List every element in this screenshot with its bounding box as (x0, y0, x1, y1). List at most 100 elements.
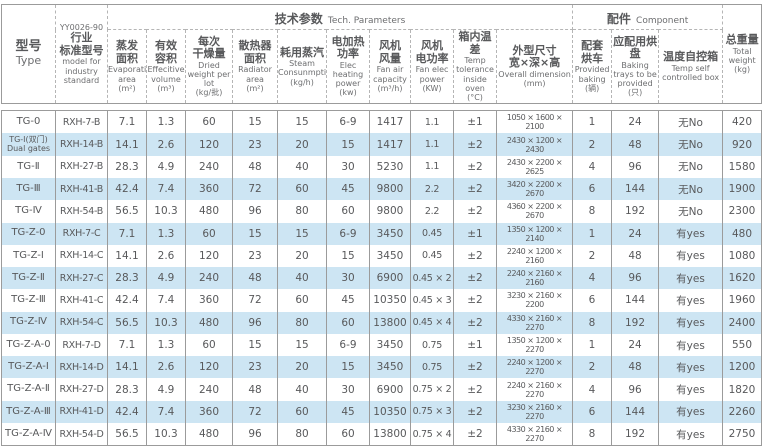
effective-volume-zh: 有效 容积 (155, 39, 177, 65)
cell-fan-air: 6900 (369, 267, 411, 290)
cell-fan-power: 0.45 × 3 (410, 289, 454, 312)
cell-radiator-area: 72 (232, 178, 278, 201)
evaporative-area-zh: 蒸发 面积 (116, 39, 138, 65)
cell-baking-trays: 96 (611, 267, 659, 290)
cell-type: TG-Z-A-0 (1, 333, 56, 357)
cell-fan-air: 3450 (369, 356, 411, 379)
cell-temp-box: 有yes (658, 422, 723, 446)
elec-heating-power-unit: (kw) (339, 88, 357, 98)
fan-air-capacity-en: Fan air capacity (373, 65, 407, 84)
col-header-radiator-area: 散热器 面积 Radiator area (m²) (232, 28, 278, 105)
cell-heating-power: 15 (326, 244, 370, 268)
cell-temp-tolerance: ±2 (453, 267, 497, 290)
cell-baking-trays: 192 (611, 422, 659, 446)
cell-temp-box: 有yes (658, 244, 723, 268)
cell-type: TG-Z-A-Ⅳ (1, 422, 56, 446)
fan-air-capacity-zh: 风机 风量 (379, 39, 401, 65)
evaporative-area-unit: (m²) (118, 83, 136, 93)
cell-dimension: 2240 × 2160 × 2160 (496, 267, 573, 290)
cell-fan-power: 0.75 (410, 356, 454, 379)
cell-weight: 1620 (722, 267, 762, 290)
cell-temp-tolerance: ±2 (453, 422, 497, 446)
cell-fan-power: 1.1 (410, 133, 454, 156)
cell-model: RXH-27-C (55, 267, 108, 290)
cell-radiator-area: 96 (232, 200, 278, 223)
col-header-industry-model: YY0026-90 行业 标准型号 model for industry sta… (55, 3, 108, 105)
standard-code: YY0026-90 (59, 23, 104, 33)
col-header-baking-trays: 应配用烘盘 Baking trays to be provided (只) (611, 28, 660, 105)
cell-temp-tolerance: ±2 (453, 400, 497, 423)
cell-weight: 420 (722, 110, 762, 134)
cell-fan-air: 1417 (369, 133, 411, 156)
dried-weight-per-lot-en: Dried weight per lot (187, 60, 231, 89)
cell-weight: 2400 (722, 311, 762, 334)
cell-model: RXH-7-B (55, 110, 108, 134)
cell-volume: 10.3 (146, 311, 186, 334)
cell-dimension: 1050 × 1600 × 2100 (496, 110, 573, 134)
cell-radiator-area: 15 (232, 333, 278, 357)
table-row: TG-Z-A-0 RXH-7-D 7.1 1.3 60 15 15 6-9 3450 0.75 ±1… (1, 333, 762, 357)
cell-dried-weight: 240 (185, 378, 233, 401)
cell-temp-box: 无No (658, 178, 723, 201)
cell-volume: 1.3 (146, 110, 186, 134)
cell-baking-trays: 144 (611, 178, 659, 201)
cell-steam: 80 (277, 422, 327, 446)
cell-fan-power: 0.75 × 4 (410, 422, 454, 446)
cell-type: TG-Z-A-Ⅱ (1, 378, 56, 401)
cell-evap-area: 14.1 (107, 133, 147, 156)
cell-fan-power: 0.45 (410, 222, 454, 245)
cell-temp-box: 有yes (658, 333, 723, 357)
evaporative-area-en: Evaporative area (108, 65, 147, 84)
cell-weight: 920 (722, 133, 762, 156)
cell-weight: 2300 (722, 200, 762, 223)
cell-type: TG-Ⅲ (1, 178, 56, 201)
col-header-temp-tolerance: 箱内温差 Temp tolerance inside oven (°C) (453, 28, 497, 105)
cell-evap-area: 7.1 (107, 222, 147, 245)
cell-fan-air: 9800 (369, 178, 411, 201)
tech-group-en: Tech. Parameters (327, 15, 406, 26)
cell-fan-air: 6900 (369, 378, 411, 401)
cell-weight: 1200 (722, 356, 762, 379)
component-group-zh: 配件 (606, 11, 631, 26)
cell-temp-box: 有yes (658, 356, 723, 379)
cell-fan-power: 0.75 × 3 (410, 400, 454, 423)
table-row: TG-Z-Ⅳ RXH-54-C 56.5 10.3 480 96 80 60 13800 0.45… (1, 311, 762, 334)
cell-dimension: 2430 × 1200 × 2430 (496, 133, 573, 156)
overall-dimension-unit: (mm) (523, 79, 546, 89)
overall-dimension-en: Overall dimension (498, 70, 571, 80)
cell-temp-box: 有yes (658, 289, 723, 312)
provided-baking-cars-en: Provided baking (574, 65, 610, 84)
cell-type: TG-Ⅱ (1, 155, 56, 179)
temp-tolerance-zh: 箱内温差 (458, 30, 492, 56)
cell-type: TG-Z-0 (1, 222, 56, 245)
cell-dimension: 2430 × 2200 × 2625 (496, 155, 573, 179)
cell-steam: 40 (277, 155, 327, 179)
temp-tolerance-unit: (°C) (467, 93, 483, 103)
cell-fan-power: 0.75 (410, 333, 454, 357)
cell-radiator-area: 15 (232, 110, 278, 134)
cell-fan-air: 10350 (369, 400, 411, 423)
cell-radiator-area: 48 (232, 155, 278, 179)
cell-temp-box: 无No (658, 155, 723, 179)
table-row: TG-Z-A-Ⅱ RXH-27-D 28.3 4.9 240 48 40 30 6900 0.75… (1, 378, 762, 401)
cell-steam: 20 (277, 356, 327, 379)
cell-evap-area: 28.3 (107, 155, 147, 179)
cell-steam: 60 (277, 400, 327, 423)
cell-temp-box: 无No (658, 133, 723, 156)
cell-baking-cars: 1 (572, 222, 612, 245)
cell-temp-tolerance: ±2 (453, 378, 497, 401)
cell-dimension: 1350 × 1200 × 2270 (496, 333, 573, 357)
table-row: TG-Z-0 RXH-7-C 7.1 1.3 60 15 15 6-9 3450 0.45 ±1 13… (1, 222, 762, 245)
tech-group-zh: 技术参数 (274, 11, 323, 26)
cell-volume: 2.6 (146, 133, 186, 156)
cell-baking-cars: 8 (572, 422, 612, 446)
cell-dried-weight: 360 (185, 400, 233, 423)
baking-trays-unit: (只) (627, 88, 643, 98)
cell-dried-weight: 120 (185, 356, 233, 379)
cell-temp-tolerance: ±2 (453, 289, 497, 312)
col-header-fan-air-capacity: 风机 风量 Fan air capacity (m³/h) (369, 28, 411, 105)
cell-weight: 2750 (722, 422, 762, 446)
col-header-evaporative-area: 蒸发 面积Evaporative area(m²) (107, 28, 147, 105)
cell-fan-power: 0.45 × 4 (410, 311, 454, 334)
cell-heating-power: 45 (326, 289, 370, 312)
